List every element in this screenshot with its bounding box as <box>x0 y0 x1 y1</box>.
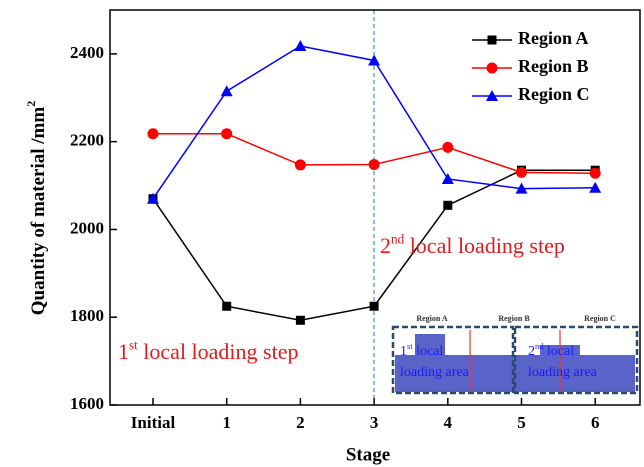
data-point <box>442 142 453 153</box>
annotation-sup: nd <box>391 231 405 246</box>
data-point <box>295 159 306 170</box>
y-axis-label-text: Quantity of material /mm <box>28 107 49 316</box>
inset-region-label: Region A <box>416 314 448 323</box>
inset-region-label: Region B <box>498 314 530 323</box>
annotation-number: 2 <box>380 233 391 258</box>
annotation-text: local loading step <box>138 339 299 364</box>
inset-area-number: 1 <box>400 344 407 359</box>
x-axis-label: Stage <box>346 444 390 465</box>
y-tick-label: 2000 <box>70 218 104 237</box>
y-tick-label: 1600 <box>70 394 104 413</box>
data-point <box>222 302 231 311</box>
annotation-number: 1 <box>118 339 129 364</box>
x-tick-label: Initial <box>131 413 176 432</box>
annotation: 2nd local loading step <box>380 231 565 258</box>
annotation: 1st local loading step <box>118 337 298 364</box>
data-point <box>516 167 527 178</box>
legend-marker <box>488 36 497 45</box>
chart: Stage Quantity of material /mm2 16001800… <box>0 0 644 467</box>
x-tick-label: 5 <box>517 413 526 432</box>
data-point <box>443 201 452 210</box>
annotation-text: local loading step <box>404 233 565 258</box>
inset-area-line2: loading area <box>528 365 598 380</box>
y-tick-label: 1800 <box>70 306 104 325</box>
inset-region-label: Region C <box>584 314 616 323</box>
inset-area-text: local <box>413 344 444 359</box>
data-point <box>221 128 232 139</box>
legend-label: Region C <box>518 84 590 104</box>
y-axis-label: Quantity of material /mm2 <box>24 101 50 315</box>
inset <box>393 327 637 393</box>
y-tick-label: 2200 <box>70 131 104 150</box>
data-point <box>369 159 380 170</box>
data-point <box>148 128 159 139</box>
x-tick-label: 3 <box>370 413 379 432</box>
y-axis-label-sup: 2 <box>24 101 38 107</box>
data-point <box>370 302 379 311</box>
y-tick-label: 2400 <box>70 43 104 62</box>
data-point <box>296 316 305 325</box>
inset-area: 2nd local <box>528 342 574 359</box>
legend-label: Region A <box>518 28 589 48</box>
x-tick-label: 4 <box>444 413 453 432</box>
inset-area-text: local <box>543 344 574 359</box>
inset-area-line2: loading area <box>400 365 470 380</box>
inset-area-number: 2 <box>528 344 535 359</box>
legend-marker <box>487 63 498 74</box>
x-tick-label: 2 <box>296 413 305 432</box>
inset-area: 1st local <box>400 342 443 359</box>
data-point <box>590 168 601 179</box>
x-tick-label: 6 <box>591 413 600 432</box>
annotation-sup: st <box>129 337 138 352</box>
legend-label: Region B <box>518 56 589 76</box>
x-tick-label: 1 <box>222 413 231 432</box>
